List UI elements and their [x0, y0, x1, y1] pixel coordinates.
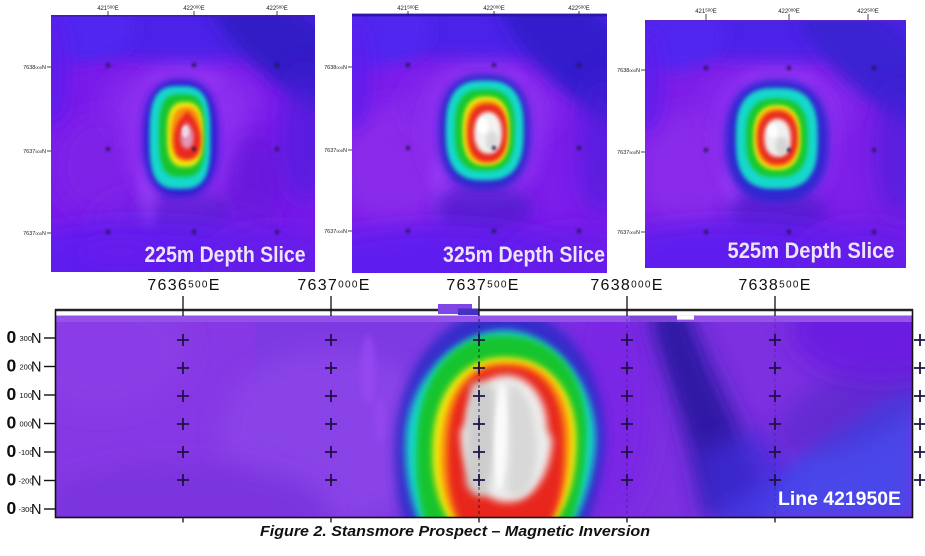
svg-text:N: N — [31, 417, 41, 433]
svg-text:7637000E: 7637000E — [297, 277, 370, 294]
svg-text:7638500E: 7638500E — [738, 277, 811, 294]
svg-text:7637000N: 7637000N — [617, 230, 640, 236]
svg-text:N: N — [31, 474, 41, 490]
svg-text:N: N — [31, 331, 41, 347]
svg-text:7637500N: 7637500N — [324, 148, 347, 154]
svg-text:N: N — [31, 502, 41, 518]
svg-text:-100: -100 — [19, 448, 34, 457]
svg-text:0: 0 — [7, 498, 17, 518]
svg-text:7638000N: 7638000N — [617, 68, 640, 74]
svg-text:7637000N: 7637000N — [23, 231, 46, 237]
svg-text:422000E: 422000E — [183, 5, 205, 13]
svg-text:325m Depth Slice: 325m Depth Slice — [443, 242, 605, 267]
svg-text:421500E: 421500E — [97, 5, 119, 13]
svg-text:7638000N: 7638000N — [324, 65, 347, 71]
svg-text:422500E: 422500E — [568, 5, 590, 13]
svg-text:225m Depth Slice: 225m Depth Slice — [145, 242, 306, 267]
svg-text:N: N — [31, 360, 41, 376]
svg-text:0: 0 — [7, 356, 17, 376]
svg-text:7638000N: 7638000N — [23, 65, 46, 71]
svg-text:000: 000 — [20, 420, 33, 429]
svg-text:100: 100 — [20, 391, 33, 400]
svg-text:-200: -200 — [19, 477, 34, 486]
svg-text:422000E: 422000E — [778, 8, 800, 16]
svg-text:Line 421950E: Line 421950E — [778, 489, 901, 510]
svg-text:7637000N: 7637000N — [324, 229, 347, 235]
svg-text:-300: -300 — [19, 505, 34, 514]
svg-text:0: 0 — [7, 441, 17, 461]
svg-text:525m Depth Slice: 525m Depth Slice — [728, 238, 895, 263]
svg-text:Figure 2. Stansmore Prospect –: Figure 2. Stansmore Prospect – Magnetic … — [260, 523, 650, 540]
svg-text:N: N — [31, 388, 41, 404]
svg-text:N: N — [31, 445, 41, 461]
svg-text:7637500E: 7637500E — [446, 277, 519, 294]
svg-text:7638000E: 7638000E — [590, 277, 663, 294]
svg-text:7636500E: 7636500E — [147, 277, 220, 294]
svg-text:0: 0 — [7, 327, 17, 347]
svg-text:200: 200 — [20, 363, 33, 372]
svg-text:422000E: 422000E — [483, 5, 505, 13]
svg-text:7637500N: 7637500N — [23, 149, 46, 155]
svg-text:421500E: 421500E — [397, 5, 419, 13]
svg-text:0: 0 — [7, 470, 17, 490]
svg-text:0: 0 — [7, 384, 17, 404]
svg-text:422500E: 422500E — [266, 5, 288, 13]
svg-text:0: 0 — [7, 413, 17, 433]
svg-text:421500E: 421500E — [695, 8, 717, 16]
svg-text:300: 300 — [20, 334, 33, 343]
svg-text:422500E: 422500E — [857, 8, 879, 16]
svg-text:7637500N: 7637500N — [617, 150, 640, 156]
